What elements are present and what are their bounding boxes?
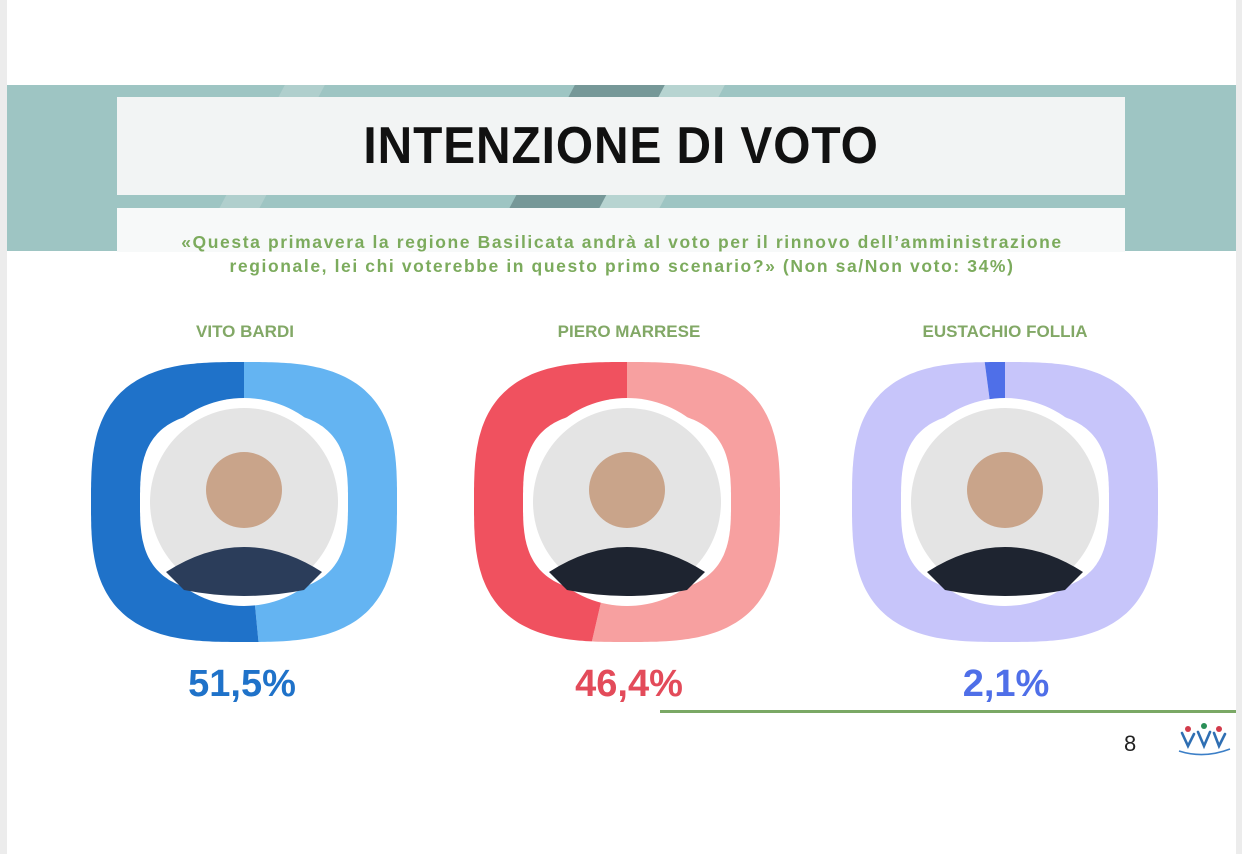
title-box: INTENZIONE DI VOTO (117, 97, 1125, 195)
donut-remaining-marrese (591, 362, 780, 642)
percent-label-bardi: 51,5% (188, 663, 296, 705)
donut-chart-follia (845, 355, 1165, 655)
donut-slice-marrese (474, 362, 627, 642)
donut-svg-follia (852, 362, 1158, 642)
donut-remaining-bardi (244, 362, 397, 642)
page-edge-right (1236, 0, 1242, 854)
question-line-1: «Questa primavera la regione Basilicata … (181, 232, 1063, 252)
donut-chart-marrese (467, 355, 787, 655)
winpoll-logo (1178, 723, 1231, 756)
person-head-icon (589, 452, 665, 528)
donut-svg-bardi (91, 362, 397, 642)
candidate-name-bardi: VITO BARDI (196, 322, 294, 341)
donut-slice-bardi (91, 362, 259, 642)
footer-rule (660, 710, 1236, 713)
page-number: 8 (1124, 731, 1137, 756)
question-box (117, 208, 1125, 252)
person-body-icon (549, 547, 705, 596)
candidate-name-marrese: PIERO MARRESE (557, 322, 701, 341)
percent-label-follia: 2,1% (962, 663, 1050, 705)
page-title: INTENZIONE DI VOTO (363, 117, 879, 175)
question-line-2: regionale, lei chi voterebbe in questo p… (229, 256, 1015, 276)
person-head-icon (206, 452, 282, 528)
person-head-icon (967, 452, 1043, 528)
percent-label-marrese: 46,4% (575, 663, 683, 705)
donut-svg-marrese (474, 362, 780, 642)
page-edge-left (0, 0, 7, 854)
question-text: «Questa primavera la regione Basilicata … (118, 230, 1126, 278)
donut-chart-bardi (84, 355, 404, 655)
candidate-name-follia: EUSTACHIO FOLLIA (922, 322, 1088, 341)
person-body-icon (166, 547, 322, 596)
person-body-icon (927, 547, 1083, 596)
